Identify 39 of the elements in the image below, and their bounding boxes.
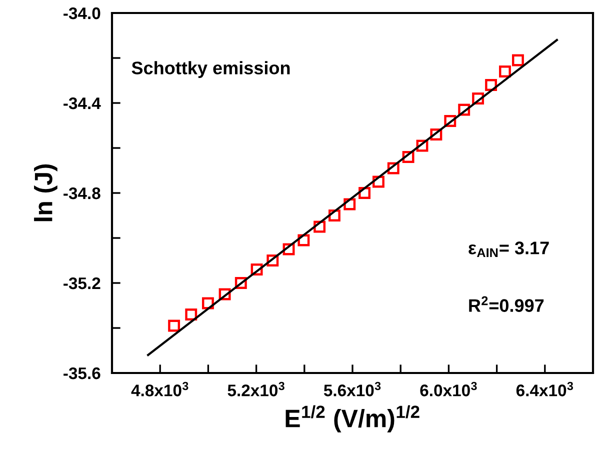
point	[387, 162, 400, 174]
point	[298, 234, 310, 246]
x-tick-label: 6.4x10$^{3}$	[516, 382, 574, 396]
x-tick-label: 4.8x10$^{3}$	[131, 382, 188, 396]
y-tick-label: -35.6	[64, 367, 100, 380]
annotation: Schottky emission	[132, 61, 290, 78]
point	[430, 128, 442, 140]
point	[472, 92, 484, 104]
y-tick-label: -34.8	[64, 187, 100, 200]
y-axis-title: ln (J)	[34, 164, 58, 222]
annotation: ε$_{AIN}$= 3.17	[468, 242, 549, 258]
point	[314, 220, 326, 233]
point	[402, 151, 414, 163]
y-tick-label: -35.2	[64, 277, 100, 290]
point	[328, 210, 340, 222]
point	[266, 254, 279, 266]
point	[372, 176, 384, 188]
point	[485, 79, 497, 91]
point	[218, 288, 231, 300]
x-tick-label: 6.0x10$^{3}$	[420, 382, 477, 396]
point	[168, 320, 180, 332]
x-axis-title: E$^{1/2}$ (V/m)$^{1/2}$	[286, 405, 420, 432]
point	[358, 187, 370, 199]
point	[458, 104, 470, 116]
point	[499, 66, 511, 78]
point	[444, 115, 456, 127]
point	[282, 243, 295, 256]
y-tick-label: -34.4	[64, 97, 101, 110]
point	[416, 140, 428, 152]
point	[185, 308, 198, 320]
x-tick-label: 5.2x10$^{3}$	[228, 382, 284, 396]
y-tick-label: -34.0	[64, 7, 100, 20]
x-tick-label: 5.6x10$^{3}$	[324, 382, 381, 396]
point	[250, 264, 263, 276]
point	[512, 54, 524, 66]
annotation: R$^{2}$=0.997	[469, 296, 544, 312]
point	[234, 277, 247, 289]
point	[344, 198, 356, 210]
point	[202, 297, 214, 310]
